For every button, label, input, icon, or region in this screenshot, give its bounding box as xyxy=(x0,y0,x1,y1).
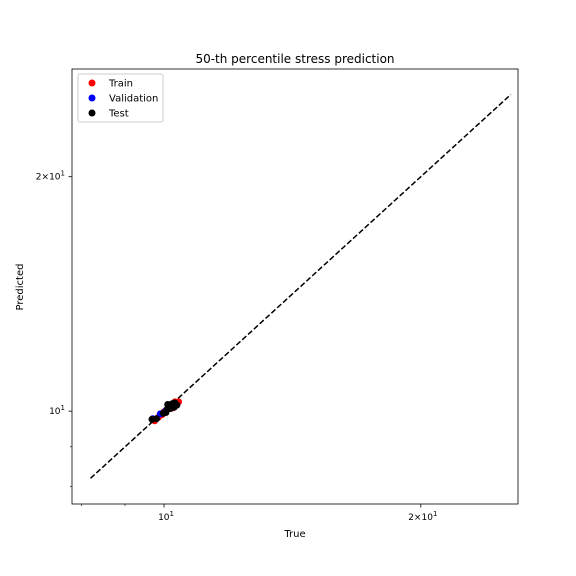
minor-ticks xyxy=(70,446,126,506)
chart-title: 50-th percentile stress prediction xyxy=(195,52,394,66)
point-test xyxy=(153,415,161,423)
y-tick-label: 2×101 xyxy=(36,170,65,183)
plot-area xyxy=(71,68,519,505)
x-tick-label: 2×101 xyxy=(408,510,437,523)
legend-box xyxy=(77,73,164,123)
y-tick-label: 101 xyxy=(49,404,65,417)
legend: Train Validation Test xyxy=(77,73,164,123)
scatter-points xyxy=(148,398,183,425)
legend-marker-test xyxy=(88,109,96,117)
major-ticks: 101 2×101 101 2×101 xyxy=(36,170,438,523)
y-axis-label: Predicted xyxy=(15,264,26,311)
x-tick-label: 101 xyxy=(158,510,174,523)
legend-label-train: Train xyxy=(108,79,133,90)
point-test xyxy=(164,400,172,408)
x-axis-label: True xyxy=(283,529,305,540)
legend-marker-validation xyxy=(88,94,96,102)
point-test xyxy=(173,401,181,409)
legend-marker-train xyxy=(88,79,96,87)
point-test xyxy=(162,409,170,417)
legend-label-test: Test xyxy=(108,109,129,120)
legend-label-validation: Validation xyxy=(109,94,158,105)
